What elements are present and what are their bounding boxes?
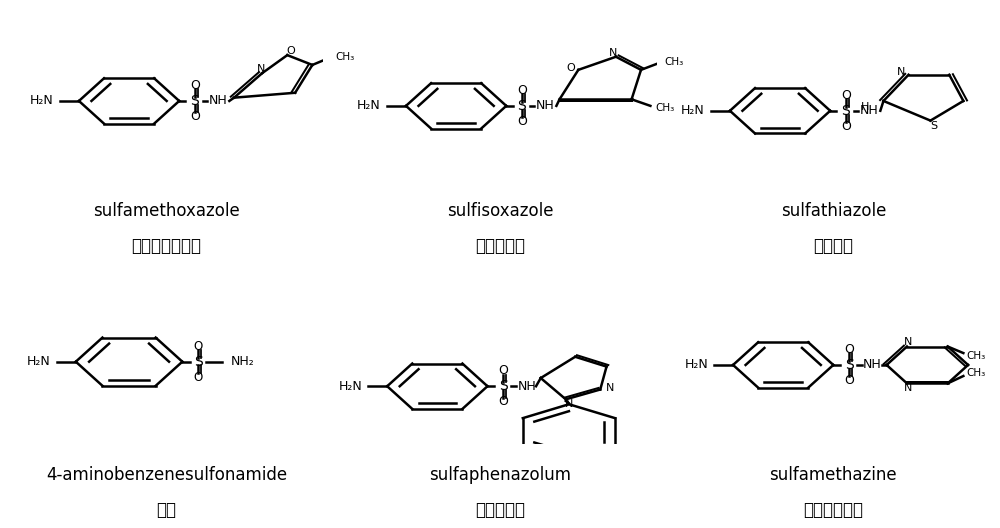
Text: H₂N: H₂N [681, 104, 705, 117]
Text: O: O [841, 120, 851, 133]
Text: sulfisoxazole: sulfisoxazole [447, 202, 553, 220]
Text: O: O [841, 89, 851, 102]
Text: H₂N: H₂N [357, 99, 381, 112]
Text: H: H [860, 102, 869, 112]
Text: 磺胺苯吡唑: 磺胺苯吡唑 [475, 501, 525, 518]
Text: O: O [498, 395, 508, 408]
Text: H₂N: H₂N [684, 359, 708, 372]
Text: 磺胺甲基异噁唑: 磺胺甲基异噁唑 [132, 237, 202, 254]
Text: O: O [517, 115, 527, 128]
Text: O: O [517, 84, 527, 97]
Text: CH₃: CH₃ [966, 367, 986, 378]
Text: 4-aminobenzenesulfonamide: 4-aminobenzenesulfonamide [46, 466, 287, 484]
Text: O: O [844, 343, 854, 356]
Text: CH₃: CH₃ [655, 102, 674, 112]
Text: H₂N: H₂N [338, 380, 362, 393]
Text: 磺胺二甲嘧啶: 磺胺二甲嘧啶 [803, 501, 863, 518]
Text: NH₂: NH₂ [231, 355, 255, 368]
Text: N: N [609, 48, 617, 58]
Text: O: O [193, 340, 203, 353]
Text: O: O [193, 371, 203, 384]
Text: NH: NH [517, 380, 536, 393]
Text: S: S [190, 94, 199, 108]
Text: N: N [256, 64, 265, 74]
Text: sulfathiazole: sulfathiazole [781, 202, 886, 220]
Text: S: S [499, 379, 508, 393]
Text: CH₃: CH₃ [336, 52, 355, 62]
Text: 磺胺: 磺胺 [157, 501, 177, 518]
Text: NH: NH [860, 104, 879, 117]
Text: H₂N: H₂N [27, 355, 51, 368]
Text: S: S [845, 358, 853, 372]
Text: CH₃: CH₃ [664, 58, 684, 68]
Text: 磺胺噻唑: 磺胺噻唑 [813, 237, 853, 254]
Text: NH: NH [209, 95, 228, 108]
Text: NH: NH [536, 99, 555, 112]
Text: O: O [190, 79, 200, 92]
Text: N: N [904, 383, 913, 393]
Text: S: S [930, 120, 937, 130]
Text: N: N [565, 399, 573, 409]
Text: sulfaphenazolum: sulfaphenazolum [429, 466, 571, 484]
Text: O: O [498, 364, 508, 377]
Text: H₂N: H₂N [30, 95, 54, 108]
Text: NH: NH [863, 359, 882, 372]
Text: N: N [605, 383, 614, 393]
Text: 磺胺异噁唑: 磺胺异噁唑 [475, 237, 525, 254]
Text: O: O [286, 46, 295, 56]
Text: O: O [844, 374, 854, 387]
Text: S: S [841, 104, 850, 118]
Text: sulfamethazine: sulfamethazine [770, 466, 897, 484]
Text: sulfamethoxazole: sulfamethoxazole [93, 202, 240, 220]
Text: O: O [190, 110, 200, 123]
Text: N: N [904, 337, 913, 347]
Text: CH₃: CH₃ [966, 351, 986, 361]
Text: S: S [194, 355, 202, 369]
Text: N: N [897, 67, 905, 77]
Text: S: S [518, 99, 526, 113]
Text: O: O [566, 63, 575, 73]
